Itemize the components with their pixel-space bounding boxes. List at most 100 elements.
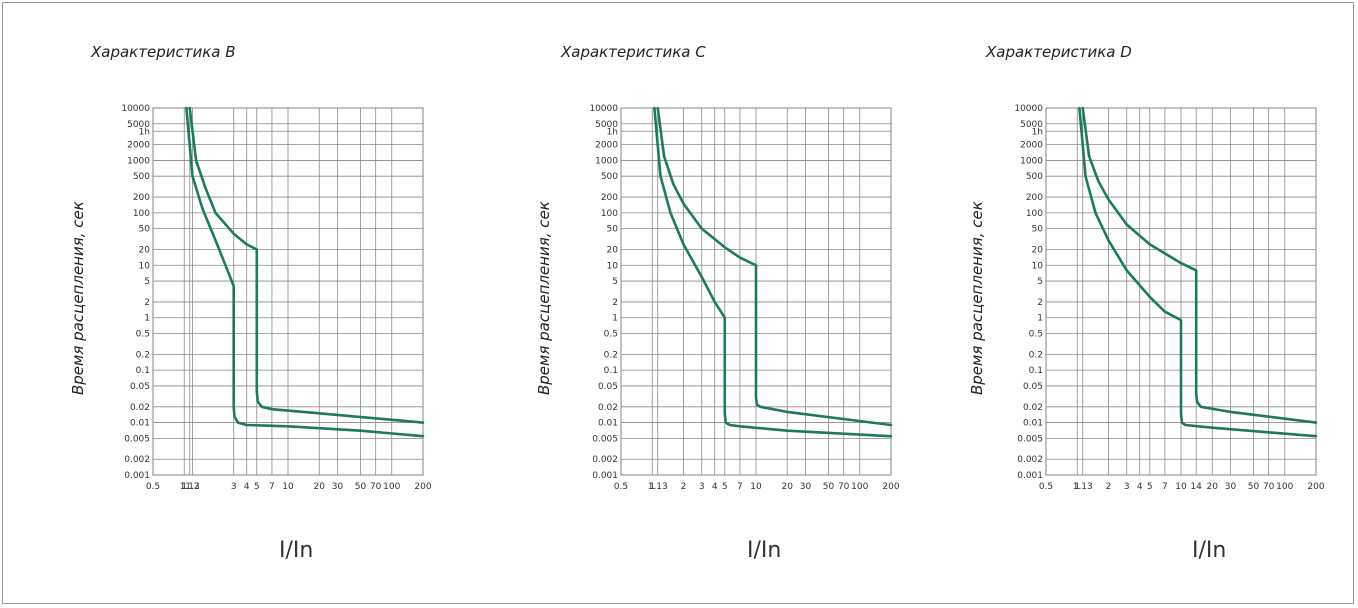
- y-tick-label: 0.5: [136, 329, 150, 339]
- x-tick-label: 20: [1207, 482, 1219, 492]
- x-tick-label: 0.5: [614, 482, 628, 492]
- x-tick-label: 1.13: [1073, 482, 1093, 492]
- x-axis-label: I/In: [1192, 538, 1227, 563]
- lower-bound-curve: [1078, 106, 1318, 438]
- y-tick-label: 5: [1037, 277, 1043, 287]
- x-tick-label: 1.13: [648, 482, 668, 492]
- y-tick-label: 1h: [1032, 127, 1043, 137]
- upper-bound-curve: [656, 106, 893, 427]
- y-tick-label: 5000: [127, 120, 150, 130]
- y-tick-label: 0.5: [1029, 329, 1043, 339]
- x-tick-label: 2: [681, 482, 687, 492]
- upper-bound-curve: [188, 106, 425, 424]
- x-tick-label: 50: [1248, 482, 1260, 492]
- y-tick-label: 500: [133, 172, 150, 182]
- y-tick-label: 1000: [1020, 156, 1043, 166]
- y-tick-label: 5000: [1020, 120, 1043, 130]
- x-tick-label: 3: [231, 482, 237, 492]
- y-tick-label: 0.2: [136, 350, 150, 360]
- x-tick-label: 3: [699, 482, 705, 492]
- y-tick-label: 50: [139, 225, 151, 235]
- x-tick-label: 100: [851, 482, 868, 492]
- x-tick-label: 14: [1190, 482, 1202, 492]
- y-tick-label: 0.5: [604, 329, 618, 339]
- lower-bound-curve: [653, 106, 893, 438]
- y-tick-label: 0.005: [592, 434, 618, 444]
- x-tick-label: 10: [282, 482, 294, 492]
- y-tick-label: 0.001: [1017, 471, 1043, 481]
- y-tick-label: 0.002: [124, 455, 150, 465]
- x-axis-label: I/In: [747, 538, 782, 563]
- y-tick-label: 0.002: [592, 455, 618, 465]
- y-tick-label: 1: [144, 314, 150, 324]
- y-tick-label: 200: [1026, 193, 1043, 203]
- y-tick-label: 5: [144, 277, 150, 287]
- x-tick-label: 50: [355, 482, 367, 492]
- x-tick-label: 1: [1074, 482, 1080, 492]
- y-tick-label: 0.01: [1023, 419, 1043, 429]
- y-tick-label: 0.1: [136, 366, 150, 376]
- x-tick-label: 50: [823, 482, 835, 492]
- x-tick-label: 1.13: [180, 482, 200, 492]
- chart-panel-d: Характеристика D Время расцепления, сек …: [896, 3, 1336, 603]
- x-tick-label: 2: [1106, 482, 1112, 492]
- y-tick-label: 1: [1037, 314, 1043, 324]
- y-tick-label: 0.1: [604, 366, 618, 376]
- y-tick-label: 0.02: [130, 403, 150, 413]
- lower-bound-curve: [185, 106, 425, 438]
- x-tick-label: 1: [181, 482, 187, 492]
- y-tick-label: 1h: [139, 127, 150, 137]
- x-tick-label: 10: [750, 482, 762, 492]
- x-axis-label: I/In: [279, 538, 314, 563]
- chart-title: Характеристика D: [986, 43, 1132, 61]
- y-tick-label: 10000: [589, 104, 618, 114]
- y-tick-label: 100: [133, 209, 150, 219]
- y-tick-label: 100: [601, 209, 618, 219]
- y-tick-label: 0.01: [130, 419, 150, 429]
- y-tick-label: 500: [1026, 172, 1043, 182]
- y-tick-label: 1000: [595, 156, 618, 166]
- y-tick-label: 0.05: [130, 382, 150, 392]
- x-tick-label: 4: [244, 482, 250, 492]
- x-tick-label: 5: [254, 482, 260, 492]
- y-tick-label: 100: [1026, 209, 1043, 219]
- x-tick-label: 3: [1124, 482, 1130, 492]
- y-tick-label: 0.02: [598, 403, 618, 413]
- y-tick-label: 1: [612, 314, 618, 324]
- y-tick-label: 1000: [127, 156, 150, 166]
- x-tick-label: 1.2: [185, 482, 199, 492]
- y-tick-label: 10: [1032, 261, 1044, 271]
- y-tick-label: 0.005: [124, 434, 150, 444]
- x-tick-label: 30: [1225, 482, 1237, 492]
- y-tick-label: 0.02: [1023, 403, 1043, 413]
- x-tick-label: 200: [882, 482, 899, 492]
- y-tick-label: 2000: [595, 141, 618, 151]
- chart-panel-b: Характеристика B Время расцепления, сек …: [3, 3, 443, 603]
- y-tick-label: 0.05: [598, 382, 618, 392]
- y-tick-label: 0.002: [1017, 455, 1043, 465]
- y-tick-label: 0.001: [124, 471, 150, 481]
- x-tick-label: 7: [269, 482, 275, 492]
- x-tick-label: 10: [1175, 482, 1187, 492]
- y-tick-label: 2: [612, 298, 618, 308]
- x-tick-label: 30: [800, 482, 812, 492]
- x-tick-label: 30: [332, 482, 344, 492]
- y-tick-label: 2000: [127, 141, 150, 151]
- y-tick-label: 50: [1032, 225, 1044, 235]
- chart-title: Характеристика C: [561, 43, 706, 61]
- x-tick-label: 4: [1137, 482, 1143, 492]
- y-tick-label: 20: [139, 246, 151, 256]
- x-tick-label: 0.5: [146, 482, 160, 492]
- x-tick-label: 100: [383, 482, 400, 492]
- y-tick-label: 0.01: [598, 419, 618, 429]
- y-tick-label: 20: [607, 246, 619, 256]
- y-tick-label: 0.1: [1029, 366, 1043, 376]
- x-tick-label: 7: [1162, 482, 1168, 492]
- y-tick-label: 10: [607, 261, 619, 271]
- y-tick-label: 5: [612, 277, 618, 287]
- y-tick-label: 1h: [607, 127, 618, 137]
- y-tick-label: 2: [144, 298, 150, 308]
